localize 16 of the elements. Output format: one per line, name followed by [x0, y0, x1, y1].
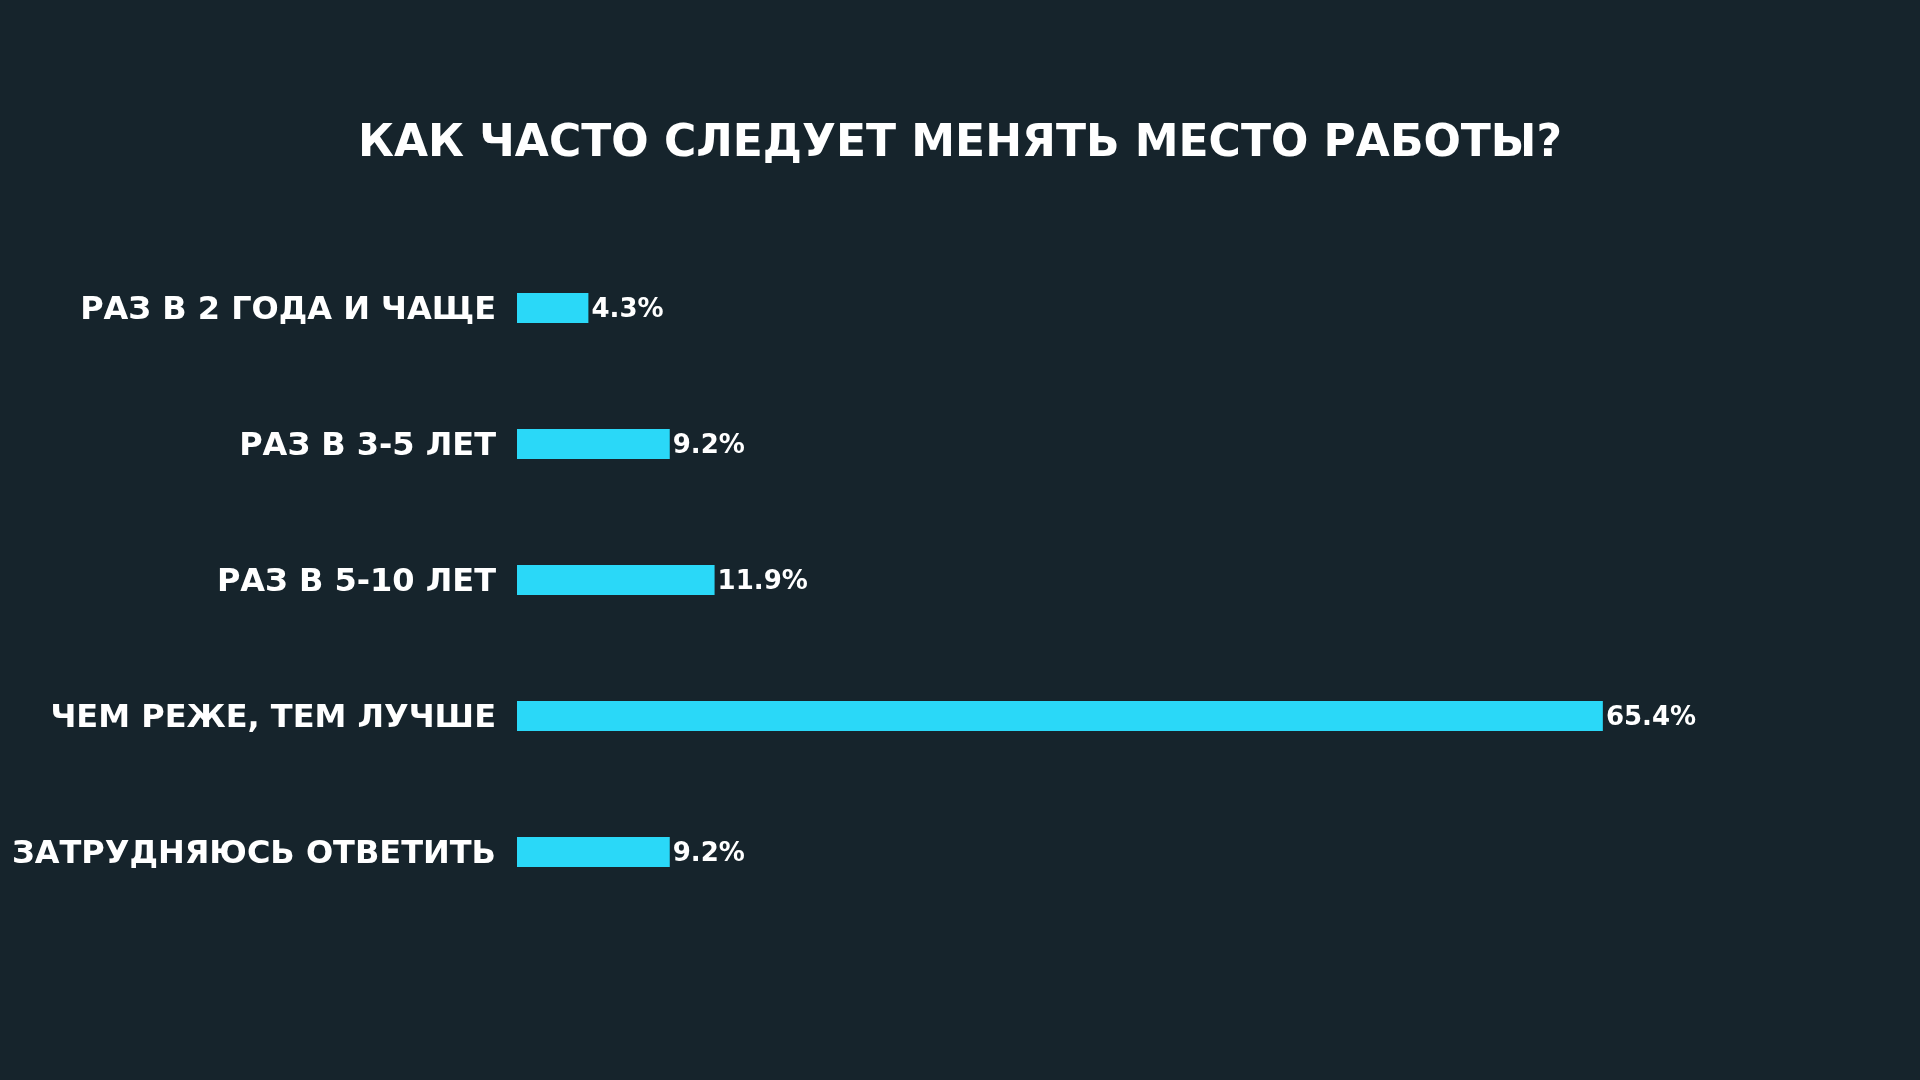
- y-tick-label: ЧЕМ РЕЖЕ, ТЕМ ЛУЧШЕ: [50, 697, 496, 736]
- chart-title: КАК ЧАСТО СЛЕДУЕТ МЕНЯТЬ МЕСТО РАБОТЫ?: [358, 114, 1562, 166]
- bar: [517, 837, 670, 867]
- y-tick-label: РАЗ В 2 ГОДА И ЧАЩЕ: [80, 289, 496, 328]
- bar: [517, 701, 1603, 731]
- bar: [517, 429, 670, 459]
- y-tick-label: РАЗ В 3-5 ЛЕТ: [239, 425, 497, 464]
- y-tick-label: ЗАТРУДНЯЮСЬ ОТВЕТИТЬ: [11, 833, 496, 872]
- data-label: 9.2%: [672, 837, 745, 868]
- data-label: 65.4%: [1605, 701, 1697, 732]
- data-label: 9.2%: [672, 429, 745, 460]
- y-tick-label: РАЗ В 5-10 ЛЕТ: [216, 561, 497, 600]
- bar: [517, 293, 589, 323]
- bar: [517, 565, 715, 595]
- data-label: 11.9%: [717, 565, 808, 596]
- data-label: 4.3%: [591, 293, 664, 324]
